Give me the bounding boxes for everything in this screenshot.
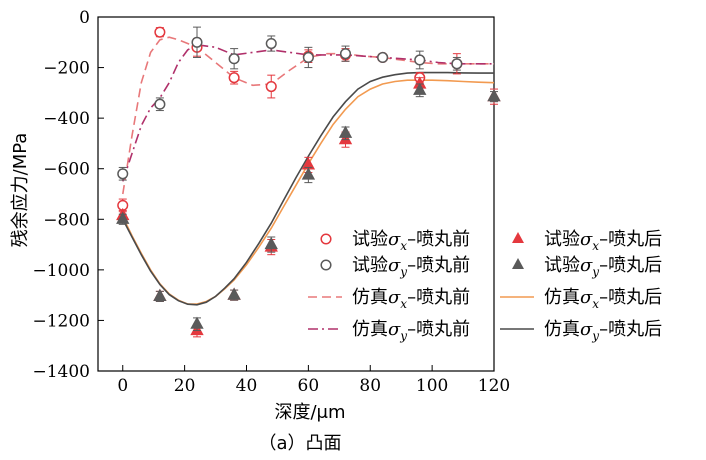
data-point [154, 98, 166, 110]
data-point [301, 167, 316, 180]
legend-label: 仿真σx–喷丸前 [352, 287, 470, 311]
legend-swatch [512, 258, 524, 269]
data-point [265, 38, 277, 50]
x-axis-label: 深度/μm [274, 402, 345, 423]
data-point [228, 53, 240, 65]
data-point [451, 58, 463, 70]
legend-label: 试验σy–喷丸前 [352, 255, 470, 279]
data-point [338, 125, 353, 138]
data-point [487, 88, 501, 102]
legend-item-4: 试验σx–喷丸后 [512, 229, 662, 253]
legend-label: 试验σx–喷丸前 [352, 229, 470, 253]
legend-item-7: 仿真σy–喷丸后 [500, 319, 662, 343]
legend-label: 仿真σy–喷丸前 [352, 319, 470, 343]
figure-caption: （a）凸面 [258, 433, 341, 454]
data-point [190, 316, 204, 329]
x-tick-label: 0 [117, 376, 128, 396]
legend-item-0: 试验σx–喷丸前 [320, 229, 470, 253]
data-point [413, 82, 427, 95]
data-point [265, 80, 277, 93]
legend-item-6: 仿真σx–喷丸后 [500, 287, 662, 311]
y-tick-label: −1000 [32, 261, 90, 281]
data-point [117, 168, 129, 180]
y-tick-label: −200 [43, 59, 90, 79]
y-tick-label: −800 [43, 210, 90, 230]
legend-label: 仿真σy–喷丸后 [544, 319, 662, 343]
data-point [264, 236, 278, 250]
y-tick-label: −600 [43, 160, 90, 180]
x-tick-label: 100 [416, 376, 448, 396]
legend-label: 试验σx–喷丸后 [544, 229, 662, 253]
y-tick-label: 0 [79, 8, 90, 28]
x-tick-label: 120 [478, 376, 510, 396]
y-tick-label: −1400 [32, 362, 90, 382]
data-point [154, 26, 166, 38]
legend-swatch [320, 259, 332, 271]
y-tick-label: −1200 [32, 311, 90, 331]
series-line-7 [122, 71, 494, 306]
plot-frame [97, 16, 495, 372]
x-tick-label: 80 [359, 376, 381, 396]
legend-item-1: 试验σy–喷丸前 [320, 255, 470, 279]
axes: 0 20 40 60 80 100 120 0 −200 −400 −600 −800 −1000 −12… [32, 8, 510, 396]
data-point [414, 54, 426, 66]
y-tick-label: −400 [43, 109, 90, 129]
legend-item-5: 试验σy–喷丸后 [512, 255, 662, 279]
legend-label: 试验σy–喷丸后 [544, 255, 662, 279]
data-point [153, 288, 167, 301]
legend-label: 仿真σx–喷丸后 [544, 287, 662, 311]
x-tick-label: 20 [174, 376, 196, 396]
data-point [227, 287, 241, 300]
data-point [302, 51, 314, 64]
data-point [116, 211, 130, 224]
data-point [377, 51, 389, 64]
data-point [228, 72, 240, 84]
plot-area [116, 26, 501, 338]
legend-swatch [320, 233, 332, 245]
x-tick-label: 40 [236, 376, 258, 396]
data-point [191, 36, 203, 48]
y-axis-label: 残余应力/MPa [10, 133, 31, 248]
x-tick-label: 60 [298, 376, 320, 396]
data-point [339, 48, 352, 60]
legend-item-3: 仿真σy–喷丸前 [308, 319, 470, 343]
legend-item-2: 仿真σx–喷丸前 [308, 287, 470, 311]
legend-swatch [512, 232, 524, 243]
